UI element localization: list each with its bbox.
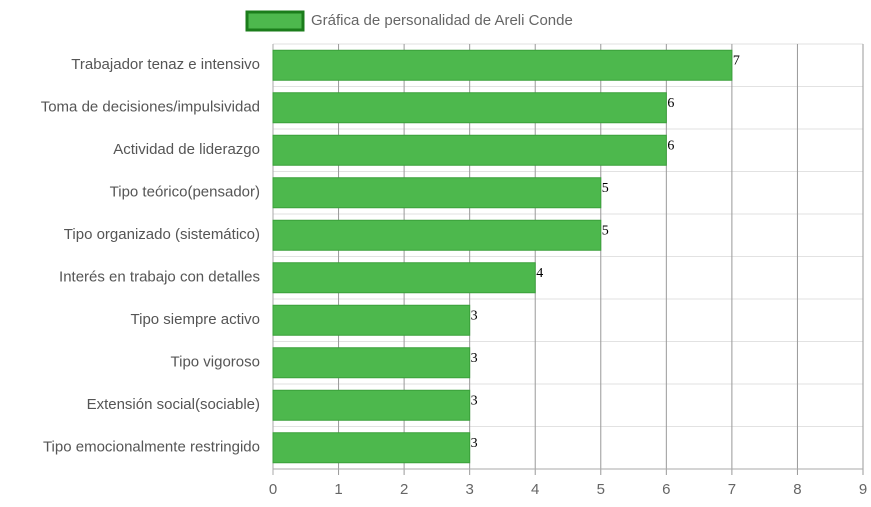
value-label: 6	[667, 96, 674, 111]
value-label: 3	[471, 308, 478, 323]
x-tick-label: 2	[400, 481, 408, 498]
y-tick-label: Toma de decisiones/impulsividad	[41, 99, 260, 116]
value-label: 6	[667, 138, 674, 153]
y-tick-label: Trabajador tenaz e intensivo	[71, 56, 260, 73]
bar	[272, 347, 471, 379]
bar	[272, 389, 471, 421]
y-tick-label: Tipo emocionalmente restringido	[43, 439, 260, 456]
y-tick-label: Tipo teórico(pensador)	[110, 184, 260, 201]
legend-label: Gráfica de personalidad de Areli Conde	[311, 12, 573, 29]
bar	[272, 92, 667, 124]
y-tick-label: Extensión social(sociable)	[87, 396, 260, 413]
bar	[272, 49, 733, 81]
bar	[272, 262, 536, 294]
value-label: 5	[602, 181, 609, 196]
bar	[272, 219, 602, 251]
x-tick-label: 7	[728, 481, 736, 498]
x-tick-label: 8	[793, 481, 801, 498]
value-label: 4	[536, 266, 543, 281]
y-tick-label: Tipo siempre activo	[131, 311, 261, 328]
y-tick-label: Tipo organizado (sistemático)	[64, 226, 260, 243]
x-tick-label: 6	[662, 481, 670, 498]
x-tick-label: 1	[334, 481, 342, 498]
x-tick-label: 5	[597, 481, 605, 498]
x-tick-label: 3	[465, 481, 473, 498]
legend-swatch	[245, 10, 305, 32]
y-tick-label: Tipo vigoroso	[171, 354, 261, 371]
value-label: 3	[471, 436, 478, 451]
bar	[272, 304, 471, 336]
x-tick-label: 9	[859, 481, 867, 498]
x-tick-label: 4	[531, 481, 539, 498]
value-label: 7	[733, 53, 740, 68]
value-label: 3	[471, 351, 478, 366]
bar	[272, 177, 602, 209]
y-tick-label: Interés en trabajo con detalles	[59, 269, 260, 286]
value-label: 3	[471, 393, 478, 408]
y-tick-label: Actividad de liderazgo	[113, 141, 260, 158]
bar	[272, 432, 471, 464]
value-label: 5	[602, 223, 609, 238]
x-tick-label: 0	[269, 481, 277, 498]
bar	[272, 134, 667, 166]
